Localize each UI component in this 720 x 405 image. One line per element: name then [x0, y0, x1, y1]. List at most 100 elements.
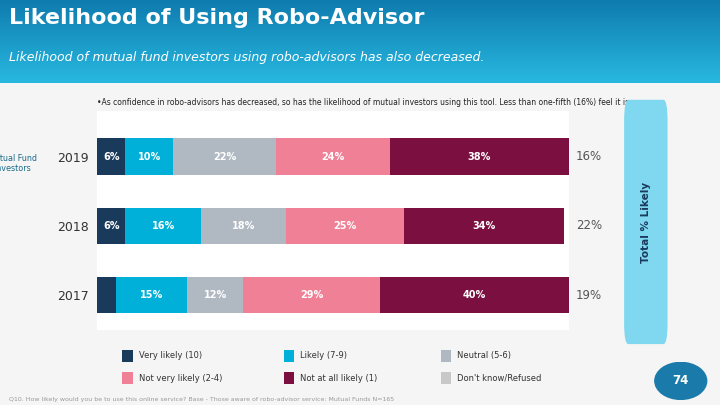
Text: Q10. How likely would you be to use this online service? Base - Those aware of r: Q10. How likely would you be to use this… [9, 397, 394, 402]
Bar [0, 68, 720, 69]
Bar [97, 277, 116, 313]
Bar [0, 46, 720, 47]
Bar [0, 13, 720, 14]
Bar [0, 36, 720, 37]
Text: 19%: 19% [576, 289, 602, 302]
Bar [0, 73, 720, 75]
Bar [0, 76, 720, 77]
Text: Very likely (10): Very likely (10) [138, 351, 202, 360]
Bar [286, 208, 404, 244]
Bar [0, 75, 720, 76]
Text: 22%: 22% [213, 151, 236, 162]
Bar [0, 62, 720, 64]
Text: Neutral (5-6): Neutral (5-6) [457, 351, 511, 360]
Bar [243, 277, 380, 313]
Text: 22%: 22% [576, 220, 602, 232]
Circle shape [655, 362, 706, 399]
Text: Likelihood of Using Robo-Advisor: Likelihood of Using Robo-Advisor [9, 9, 425, 28]
Bar [0, 3, 720, 4]
Text: 18%: 18% [232, 221, 255, 231]
Text: 29%: 29% [300, 290, 323, 301]
Bar [0, 30, 720, 32]
Bar [441, 372, 451, 384]
Text: 6%: 6% [103, 221, 120, 231]
Bar [0, 4, 720, 6]
Bar [0, 19, 720, 21]
Text: 38%: 38% [467, 151, 491, 162]
Bar [0, 44, 720, 46]
Bar [0, 40, 720, 42]
Text: 34%: 34% [472, 221, 495, 231]
Bar [0, 32, 720, 33]
Bar [186, 277, 243, 313]
Text: •As confidence in robo-advisors has decreased, so has the likelihood of mutual i: •As confidence in robo-advisors has decr… [97, 98, 650, 120]
Bar [0, 7, 720, 9]
Text: Don't know/Refused: Don't know/Refused [457, 373, 541, 383]
Bar [0, 43, 720, 44]
Bar [0, 50, 720, 51]
Bar [173, 139, 276, 175]
Bar [0, 15, 720, 17]
Bar [0, 14, 720, 15]
Bar [284, 372, 294, 384]
Bar [0, 23, 720, 25]
Bar [201, 208, 286, 244]
Bar [125, 139, 173, 175]
Bar [0, 6, 720, 7]
Bar [0, 57, 720, 58]
Bar [0, 29, 720, 30]
Text: 74: 74 [672, 374, 689, 388]
Bar [97, 208, 125, 244]
Bar [0, 77, 720, 79]
Bar [0, 69, 720, 70]
Bar [0, 18, 720, 19]
Bar [0, 37, 720, 39]
Text: 6%: 6% [103, 151, 120, 162]
Bar [390, 139, 569, 175]
Bar [116, 277, 186, 313]
Bar [0, 66, 720, 68]
Bar [0, 55, 720, 57]
Bar [404, 208, 564, 244]
Bar [0, 80, 720, 82]
FancyBboxPatch shape [624, 100, 667, 344]
Bar [0, 79, 720, 80]
Bar [0, 8, 720, 10]
Bar [0, 1, 720, 3]
Bar [97, 139, 125, 175]
Text: Total % Likely: Total % Likely [641, 181, 651, 262]
Bar [0, 10, 720, 11]
Text: 16%: 16% [576, 150, 602, 163]
Bar [276, 139, 390, 175]
Bar [0, 70, 720, 72]
Bar [0, 33, 720, 34]
Text: Mutual Fund
Investors: Mutual Fund Investors [0, 154, 37, 173]
Bar [0, 49, 720, 50]
Text: 10%: 10% [138, 151, 161, 162]
Bar [0, 61, 720, 62]
Bar [0, 42, 720, 43]
Bar [0, 0, 720, 1]
Bar [0, 11, 720, 13]
Bar [0, 22, 720, 23]
Bar [0, 72, 720, 73]
Bar [0, 47, 720, 49]
Bar [122, 372, 133, 384]
Text: Not at all likely (1): Not at all likely (1) [300, 373, 377, 383]
Bar [0, 64, 720, 65]
Bar [0, 51, 720, 53]
Bar [441, 350, 451, 362]
Bar [380, 277, 569, 313]
Bar [0, 21, 720, 22]
Text: 15%: 15% [140, 290, 163, 301]
Bar [0, 60, 720, 61]
Text: Likely (7-9): Likely (7-9) [300, 351, 347, 360]
Bar [0, 25, 720, 26]
Text: Likelihood of mutual fund investors using robo-advisors has also decreased.: Likelihood of mutual fund investors usin… [9, 51, 485, 64]
Text: Not very likely (2-4): Not very likely (2-4) [138, 373, 222, 383]
Text: 16%: 16% [152, 221, 175, 231]
Bar [0, 26, 720, 28]
Bar [0, 39, 720, 40]
Bar [125, 208, 201, 244]
Bar [0, 17, 720, 18]
